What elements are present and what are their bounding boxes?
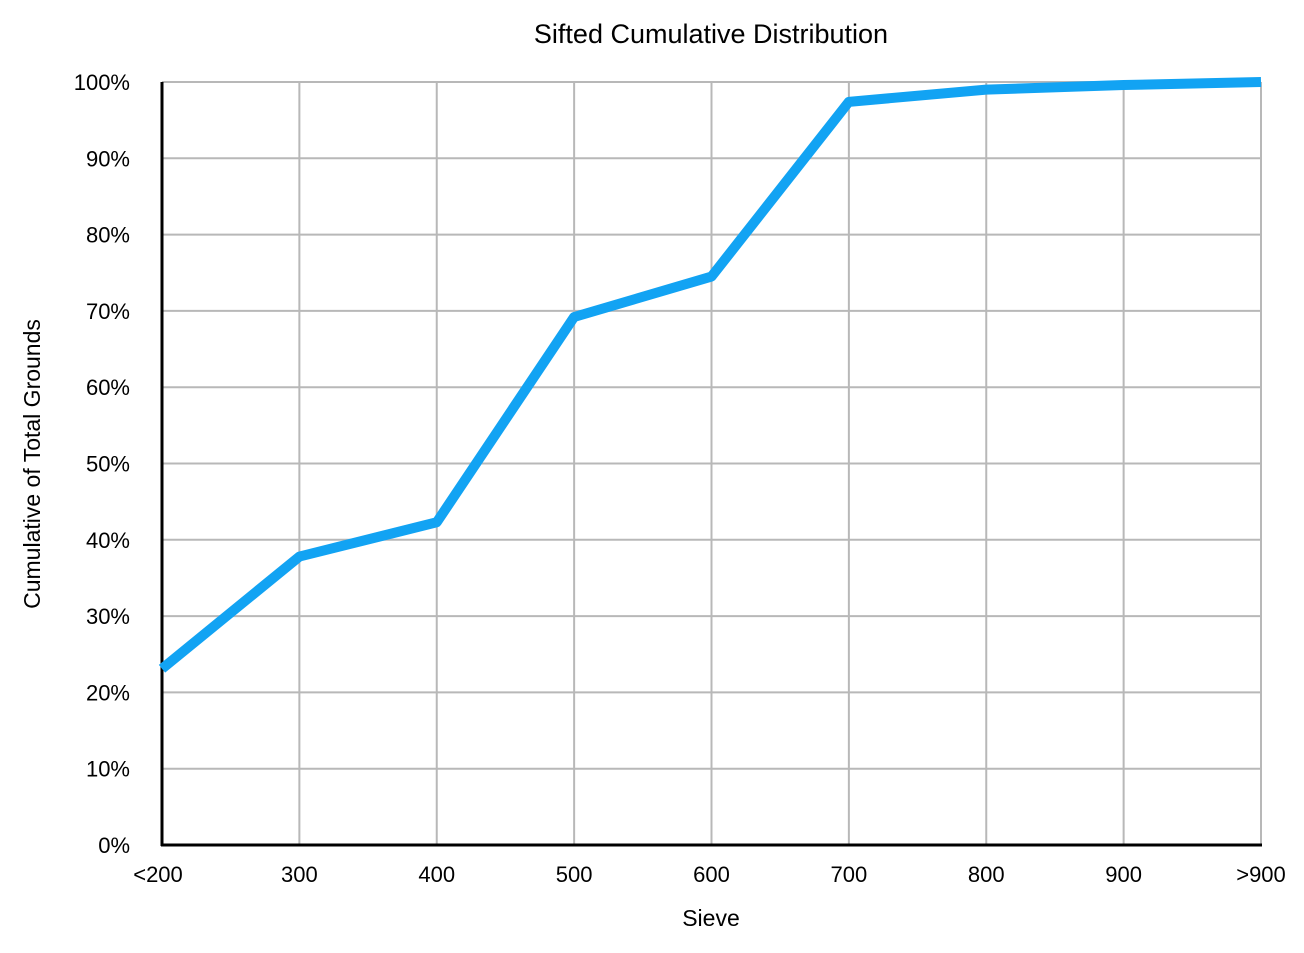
x-tick-label: 400 bbox=[418, 862, 455, 887]
y-tick-label: 70% bbox=[86, 299, 130, 324]
x-tick-labels: <200 300 400 500 600 700 800 900 >900 bbox=[133, 862, 1286, 887]
grid-lines bbox=[162, 81, 1262, 845]
x-tick-label: 300 bbox=[281, 862, 318, 887]
x-tick-label: <200 bbox=[133, 862, 183, 887]
x-tick-label: 500 bbox=[556, 862, 593, 887]
x-tick-label: 600 bbox=[693, 862, 730, 887]
y-tick-label: 90% bbox=[86, 146, 130, 171]
y-tick-label: 40% bbox=[86, 528, 130, 553]
y-tick-label: 50% bbox=[86, 452, 130, 477]
series bbox=[158, 77, 1262, 673]
x-tick-label: 800 bbox=[968, 862, 1005, 887]
y-tick-label: 60% bbox=[86, 375, 130, 400]
x-tick-label: >900 bbox=[1236, 862, 1286, 887]
y-tick-labels: 0% 10% 20% 30% 40% 50% 60% 70% 80% 90% 100% bbox=[74, 70, 130, 858]
y-tick-label: 20% bbox=[86, 680, 130, 705]
y-tick-label: 0% bbox=[98, 833, 130, 858]
y-axis-label: Cumulative of Total Grounds bbox=[19, 319, 45, 609]
y-tick-label: 80% bbox=[86, 223, 130, 248]
x-tick-label: 900 bbox=[1105, 862, 1142, 887]
y-tick-label: 10% bbox=[86, 757, 130, 782]
x-axis-label: Sieve bbox=[682, 905, 740, 931]
y-tick-label: 100% bbox=[74, 70, 130, 95]
chart-title: Sifted Cumulative Distribution bbox=[534, 19, 888, 49]
y-tick-label: 30% bbox=[86, 604, 130, 629]
axes bbox=[160, 82, 1262, 847]
x-tick-label: 700 bbox=[831, 862, 868, 887]
